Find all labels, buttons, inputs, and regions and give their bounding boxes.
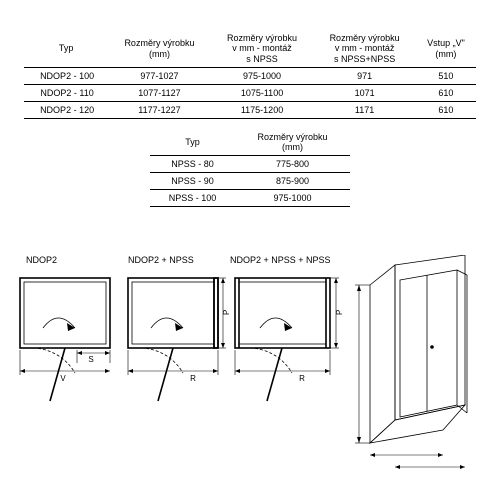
- table-row: NDOP2 - 1101077-11271075-11001071610: [24, 85, 476, 102]
- cell: 510: [416, 68, 476, 85]
- iso-cabinet-icon: 1950: [355, 255, 495, 480]
- d1-dim-v: V: [60, 374, 66, 383]
- d3-dim-p: P: [335, 310, 344, 315]
- table-ndop2: Typ Rozměry výrobku(mm) Rozměry výrobkuv…: [24, 30, 476, 119]
- cell: 975-1000: [211, 68, 314, 85]
- cell: NDOP2 - 110: [24, 85, 108, 102]
- t2-h1: Rozměry výrobku(mm): [235, 129, 350, 156]
- d3-plan-icon: P R: [230, 273, 345, 413]
- t1-h4: Vstup „V"(mm): [416, 30, 476, 68]
- cell: 1071: [313, 85, 416, 102]
- cell: 1177-1227: [108, 102, 211, 119]
- t1-h0: Typ: [24, 30, 108, 68]
- table-row: NDOP2 - 1201177-12271175-12001171610: [24, 102, 476, 119]
- table-npss: Typ Rozměry výrobku(mm) NPSS - 80775-800…: [150, 129, 350, 207]
- cell: NPSS - 80: [150, 156, 235, 173]
- table-row: NPSS - 80775-800: [150, 156, 350, 173]
- cell: 875-900: [235, 173, 350, 190]
- cell: NPSS - 90: [150, 173, 235, 190]
- table-row: NPSS - 90875-900: [150, 173, 350, 190]
- cell: NDOP2 - 120: [24, 102, 108, 119]
- d1-label: NDOP2: [26, 255, 57, 265]
- t1-h1: Rozměry výrobku(mm): [108, 30, 211, 68]
- d1-dim-s: S: [88, 355, 93, 364]
- d3-label: NDOP2 + NPSS + NPSS: [230, 255, 331, 265]
- t2-h0: Typ: [150, 129, 235, 156]
- diagrams-area: NDOP2 NDOP2 + NPSS NDOP2 + NPSS + NPSS S: [0, 255, 500, 490]
- t1-h2: Rozměry výrobkuv mm - montážs NPSS: [211, 30, 314, 68]
- cell: 610: [416, 102, 476, 119]
- cell: 1075-1100: [211, 85, 314, 102]
- cell: 1175-1200: [211, 102, 314, 119]
- cell: NDOP2 - 100: [24, 68, 108, 85]
- cell: NPSS - 100: [150, 190, 235, 207]
- d2-label: NDOP2 + NPSS: [128, 255, 194, 265]
- d3-dim-r: R: [299, 374, 305, 383]
- cell: 1171: [313, 102, 416, 119]
- cell: 971: [313, 68, 416, 85]
- cell: 610: [416, 85, 476, 102]
- t1-body: NDOP2 - 100977-1027975-1000971510NDOP2 -…: [24, 68, 476, 119]
- table-row: NPSS - 100975-1000: [150, 190, 350, 207]
- cell: 977-1027: [108, 68, 211, 85]
- d2-plan-icon: P R: [123, 273, 231, 413]
- t2-body: NPSS - 80775-800NPSS - 90875-900NPSS - 1…: [150, 156, 350, 207]
- cell: 1077-1127: [108, 85, 211, 102]
- cell: 775-800: [235, 156, 350, 173]
- d1-plan-icon: S V: [15, 273, 123, 413]
- cell: 975-1000: [235, 190, 350, 207]
- table-row: NDOP2 - 100977-1027975-1000971510: [24, 68, 476, 85]
- t1-h3: Rozměry výrobkuv mm - montážs NPSS+NPSS: [313, 30, 416, 68]
- d2-dim-r: R: [190, 374, 196, 383]
